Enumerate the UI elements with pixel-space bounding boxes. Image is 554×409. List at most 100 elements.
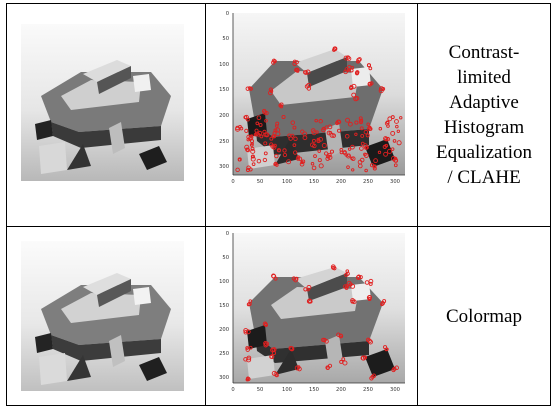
keypoint-marker	[295, 156, 301, 161]
keypoint-marker	[346, 153, 351, 159]
keypoint-marker	[246, 137, 251, 142]
keypoint-marker	[330, 264, 336, 270]
keypoint-marker	[344, 67, 350, 72]
keypoint-marker	[344, 133, 350, 139]
x-tick-label: 250	[363, 179, 373, 185]
keypoint-marker	[264, 322, 268, 327]
keypoint-marker	[394, 119, 399, 124]
keypoint-marker	[273, 162, 277, 167]
keypoint-marker	[258, 122, 263, 127]
keypoint-marker	[392, 157, 398, 163]
y-axis-ticks: 0 50 100 150 200 250 300	[219, 11, 229, 170]
keypoint-marker	[347, 121, 353, 127]
keypoint-marker	[268, 87, 273, 92]
keypoint-marker	[345, 271, 350, 276]
x-tick-label: 300	[390, 387, 400, 393]
y-tick-label: 250	[219, 139, 229, 145]
keypoint-marker	[237, 158, 242, 162]
keypoint-marker	[250, 146, 255, 151]
x-tick-label: 250	[363, 387, 373, 393]
keypoint-marker	[269, 142, 274, 147]
keypoint-marker	[326, 154, 331, 159]
keypoint-marker	[327, 152, 332, 158]
x-tick-label: 100	[282, 179, 292, 185]
keypoint-marker	[262, 110, 267, 115]
keypoint-marker	[363, 153, 369, 158]
y-tick-label: 50	[222, 255, 229, 261]
keypoint-marker	[271, 60, 276, 65]
keypoint-marker	[373, 158, 378, 164]
keypoint-marker	[245, 147, 251, 153]
label-line: Colormap	[446, 305, 522, 327]
x-tick-label: 100	[282, 387, 292, 393]
keypoint-marker	[369, 376, 374, 381]
keypoint-marker	[390, 130, 396, 136]
keypoint-marker	[269, 136, 274, 141]
keypoint-marker	[382, 144, 387, 150]
y-tick-label: 200	[219, 113, 229, 119]
keypoint-marker	[318, 119, 323, 124]
keypoint-marker	[249, 86, 253, 91]
x-axis-ticks: 0 50 100 150 200 250 300	[231, 387, 400, 393]
label-line: / CLAHE	[447, 167, 521, 188]
keypoint-marker	[332, 266, 337, 271]
keypoint-marker	[367, 126, 372, 131]
keypoint-marker	[369, 163, 375, 168]
keypoint-marker	[310, 162, 315, 166]
keypoint-marker	[364, 168, 368, 173]
keypoint-marker	[271, 273, 277, 279]
keypoint-marker	[367, 81, 372, 86]
x-tick-label: 200	[336, 179, 346, 185]
keypoint-marker	[380, 302, 384, 307]
keypoint-marker	[367, 125, 372, 130]
keypoint-marker	[301, 159, 306, 164]
keypoint-marker	[363, 152, 367, 157]
keypoint-marker	[302, 135, 308, 141]
y-tick-label: 100	[219, 62, 229, 68]
keypoint-marker	[300, 129, 305, 134]
keypoint-marker	[317, 149, 321, 153]
keypoint-marker	[264, 119, 268, 123]
keypoint-marker	[351, 168, 355, 172]
keypoint-marker	[378, 88, 384, 94]
keypoint-marker	[286, 159, 292, 165]
keypoint-marker	[256, 158, 262, 164]
keypoint-marker	[294, 60, 299, 65]
keypoint-marker	[350, 156, 356, 162]
x-tick-label: 150	[309, 387, 319, 393]
keypoint-marker	[359, 157, 365, 163]
keypoint-marker	[324, 339, 329, 344]
keypoint-marker	[293, 136, 298, 142]
keypoint-marker	[387, 116, 393, 122]
x-axis-ticks: 0 50 100 150 200 250 300	[231, 179, 400, 185]
keypoint-marker	[351, 83, 357, 89]
label-line: Contrast-	[448, 42, 520, 63]
label-line: Adaptive	[449, 92, 519, 113]
keypoint-marker	[360, 134, 365, 138]
keypoint-marker	[318, 163, 324, 169]
keypoint-marker	[377, 150, 382, 154]
keypoint-marker	[380, 300, 385, 306]
keypoint-marker	[294, 276, 299, 281]
keypoint-marker	[274, 124, 279, 128]
x-tick-label: 0	[231, 179, 234, 185]
clahe-keypoints-plot: 0 50 100 150 200 250 300 0 50 100 150 20…	[219, 11, 405, 185]
keypoint-marker	[325, 156, 330, 161]
keypoint-marker	[306, 298, 312, 304]
keypoint-marker	[383, 136, 388, 141]
keypoint-marker	[243, 330, 248, 335]
keypoint-marker	[337, 128, 342, 133]
keypoint-marker	[293, 277, 299, 283]
keypoint-marker	[366, 63, 371, 68]
keypoint-marker	[396, 129, 401, 133]
keypoint-marker	[282, 148, 287, 153]
keypoint-marker	[328, 130, 333, 135]
keypoint-marker	[321, 127, 326, 133]
keypoint-marker	[311, 138, 316, 143]
label-line: Equalization	[435, 142, 533, 163]
keypoint-marker	[321, 143, 327, 149]
keypoint-marker	[262, 129, 267, 134]
keypoint-marker	[275, 131, 281, 137]
keypoint-marker	[364, 280, 370, 285]
keypoint-marker	[354, 120, 359, 125]
